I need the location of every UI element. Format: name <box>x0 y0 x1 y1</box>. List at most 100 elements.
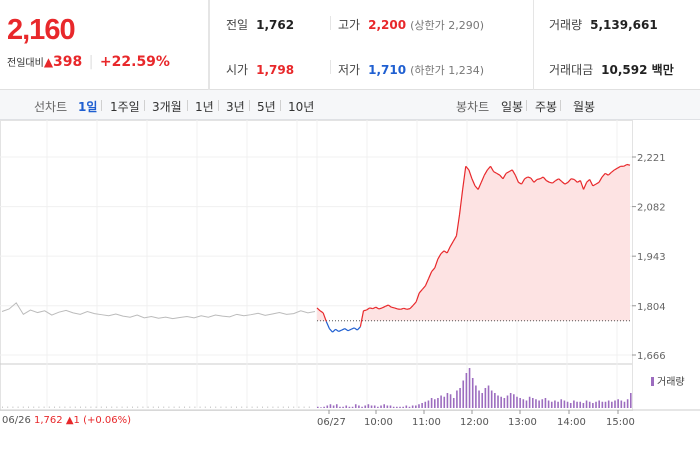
today-line-segment <box>496 172 501 176</box>
today-line-segment <box>344 328 349 332</box>
today-line-segment <box>617 165 622 169</box>
prev-volume-bar <box>95 406 97 408</box>
today-line-segment <box>508 169 513 173</box>
tab-10year[interactable]: 10년 <box>288 100 315 114</box>
volume-bar <box>487 385 490 408</box>
volume-bar <box>380 405 382 408</box>
tab-5year[interactable]: 5년 <box>257 100 276 114</box>
volume-bar <box>471 378 474 408</box>
volume-legend: 거래량 <box>651 373 685 388</box>
tab-daily-candle[interactable]: 일봉 <box>501 100 524 114</box>
volume-bar <box>557 401 559 408</box>
volume-bar <box>588 401 591 408</box>
today-line-segment <box>539 176 544 180</box>
volume-bar <box>484 388 487 408</box>
stock-summary: 2,160 전일대비▲398 | +22.59% 전일 1,762 시가 1,798… <box>0 0 700 90</box>
volume-bar <box>592 403 594 408</box>
volume-bar <box>617 399 619 408</box>
today-line-segment <box>332 328 337 333</box>
volume-bar <box>566 401 569 408</box>
change-rate: +22.59% <box>99 54 170 70</box>
today-line-segment <box>561 181 566 185</box>
up-arrow-icon: ▲ <box>65 415 74 426</box>
today-line-segment <box>372 306 377 310</box>
volume-bar <box>497 395 499 408</box>
volume-bar <box>513 394 515 408</box>
prev-volume-bar <box>184 406 185 408</box>
today-line-segment <box>335 328 340 332</box>
today-line-segment <box>499 174 504 180</box>
volume-bar <box>405 405 408 408</box>
x-tick-label: 06/27 <box>317 417 346 428</box>
divider <box>560 100 561 111</box>
volume-bar <box>494 393 496 408</box>
y-tick-label: 2,082 <box>637 203 666 214</box>
y-tick-label: 1,943 <box>637 252 666 263</box>
prev-volume-bar <box>69 406 71 408</box>
volume-bar <box>538 400 540 408</box>
prev-volume-bar <box>288 406 289 408</box>
prev-volume-bar <box>38 406 40 408</box>
volume-bar <box>317 406 319 408</box>
today-line-segment <box>328 328 333 333</box>
today-line-segment <box>480 174 485 183</box>
volume-bar <box>544 398 547 408</box>
volume-bar <box>500 396 502 408</box>
volume-bar <box>630 393 632 408</box>
volume-bar <box>396 406 398 408</box>
divider <box>187 100 188 111</box>
tab-weekly-candle[interactable]: 주봉 <box>535 100 558 114</box>
prev-volume-bar <box>111 406 113 408</box>
tab-3year[interactable]: 3년 <box>226 100 245 114</box>
volume-bar <box>443 396 446 408</box>
prev-volume-bar <box>43 406 45 408</box>
prev-volume-bar <box>147 406 149 408</box>
prev-volume-bar <box>116 406 118 408</box>
today-line-segment <box>394 307 398 310</box>
tab-1week[interactable]: 1주일 <box>110 100 140 114</box>
tab-3month[interactable]: 3개월 <box>152 100 182 114</box>
volume-bar <box>339 406 341 408</box>
prev-day-line <box>1 302 316 320</box>
divider <box>249 100 250 111</box>
volume-bar <box>465 373 468 408</box>
prev-volume-bar <box>158 406 159 408</box>
prev-volume-bar <box>199 406 201 408</box>
today-line-segment <box>412 301 417 306</box>
prev-volume-bar <box>132 406 133 408</box>
today-line-segment <box>446 246 451 254</box>
today-line-segment <box>421 285 426 290</box>
today-line-segment <box>471 178 476 187</box>
tab-1year[interactable]: 1년 <box>195 100 214 114</box>
today-line-segment <box>589 179 594 187</box>
today-line-segment <box>518 181 522 185</box>
tab-1day[interactable]: 1일 <box>78 100 98 114</box>
divider <box>101 100 102 111</box>
prev-volume-bar <box>74 406 76 408</box>
prev-volume-bar <box>48 406 50 408</box>
today-line-segment <box>592 183 597 187</box>
tab-monthly-candle[interactable]: 월봉 <box>573 100 596 114</box>
today-line-segment <box>465 165 470 171</box>
divider: | <box>88 54 94 70</box>
prev-volume-bar <box>12 406 14 408</box>
volume-bar <box>563 400 566 408</box>
today-line-segment <box>607 171 612 176</box>
prev-volume-bar <box>189 406 191 408</box>
prev-volume-bar <box>262 406 263 408</box>
today-line-segment <box>452 235 457 242</box>
stat-prev-close: 전일 1,762 <box>226 18 295 32</box>
today-line-segment <box>511 169 516 176</box>
volume-swatch <box>651 377 654 386</box>
volume-bar <box>373 405 376 408</box>
prev-volume-bar <box>100 406 102 408</box>
volume-bar <box>354 404 357 408</box>
stat-high: 고가 2,200 (상한가 2,290) <box>338 18 484 32</box>
volume-bar <box>620 400 623 408</box>
volume-bar <box>402 406 404 408</box>
volume-bar <box>377 406 379 408</box>
prev-volume-bar <box>33 406 35 408</box>
stat-open: 시가 1,798 <box>226 63 295 77</box>
today-line-segment <box>611 169 615 173</box>
volume-bar <box>604 401 607 408</box>
